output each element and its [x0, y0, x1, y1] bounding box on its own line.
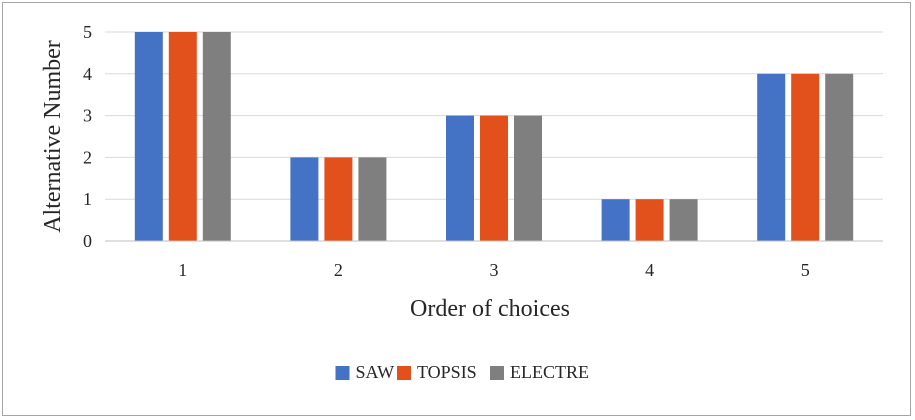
bar-topsis-2	[324, 157, 353, 241]
bar-saw-4	[601, 199, 630, 241]
bar-electre-5	[825, 73, 854, 241]
legend-label-electre: ELECTRE	[510, 362, 589, 382]
x-tick-label: 1	[178, 260, 187, 280]
y-tick-label: 5	[83, 22, 92, 42]
bar-topsis-1	[168, 32, 197, 241]
bar-electre-3	[514, 115, 542, 241]
bar-topsis-5	[791, 73, 820, 241]
x-tick-label: 5	[801, 260, 810, 280]
x-tick-label: 2	[334, 260, 343, 280]
bar-topsis-4	[635, 199, 664, 241]
bar-saw-3	[446, 115, 474, 241]
bar-saw-1	[134, 32, 163, 241]
bar-electre-4	[669, 199, 698, 241]
y-axis-title: Alternative Number	[40, 40, 66, 233]
legend-label-saw: SAW	[356, 362, 395, 382]
y-tick-label: 0	[83, 231, 92, 251]
legend: SAW TOPSIS ELECTRE	[335, 362, 589, 382]
bars	[134, 32, 854, 241]
y-tick-label: 1	[83, 189, 92, 209]
bar-topsis-3	[480, 115, 508, 241]
bar-electre-1	[202, 32, 231, 241]
x-tick-label: 4	[645, 260, 654, 280]
legend-swatch-topsis	[397, 366, 411, 380]
y-tick-label: 2	[83, 147, 92, 167]
legend-swatch-electre	[490, 366, 504, 380]
x-axis-title: Order of choices	[410, 296, 570, 322]
bar-saw-2	[290, 157, 319, 241]
x-tick-labels: 1 2 3 4 5	[178, 260, 809, 280]
y-tick-labels: 0 1 2 3 4 5	[83, 22, 92, 251]
x-tick-label: 3	[490, 260, 499, 280]
y-tick-label: 4	[83, 64, 92, 84]
legend-swatch-saw	[335, 366, 350, 380]
y-tick-label: 3	[83, 106, 92, 126]
bar-electre-2	[358, 157, 387, 241]
bar-saw-5	[757, 73, 786, 241]
legend-label-topsis: TOPSIS	[417, 362, 477, 382]
